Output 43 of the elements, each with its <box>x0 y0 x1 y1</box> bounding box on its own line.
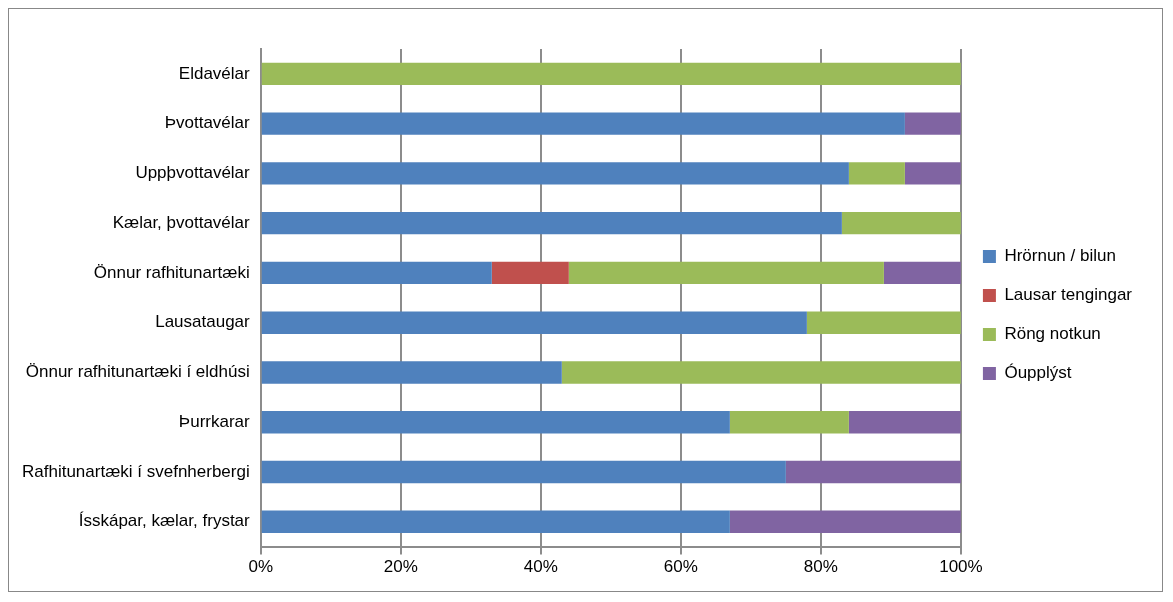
bar <box>261 62 961 86</box>
bar <box>561 361 961 384</box>
bar <box>568 261 884 285</box>
y-tick-label: Ísskápar, kælar, frystar <box>78 511 251 531</box>
bar <box>261 162 849 185</box>
y-tick-label: Lausataugar <box>155 312 251 332</box>
bar <box>806 311 961 334</box>
x-tick-label: 80% <box>803 557 838 577</box>
y-tick-label: Eldavélar <box>178 63 251 83</box>
bar <box>261 112 905 135</box>
y-tick-label: Önnur rafhitunartæki <box>93 262 250 282</box>
bar <box>261 311 807 334</box>
bar <box>841 211 961 235</box>
x-tick-label: 20% <box>383 557 418 577</box>
legend-label: Röng notkun <box>1004 324 1101 344</box>
bar <box>848 411 961 434</box>
x-tick-label: 40% <box>523 557 558 577</box>
bar <box>883 261 961 285</box>
bar <box>785 460 961 484</box>
bar <box>261 411 730 434</box>
y-tick-label: Kælar, þvottavélar <box>112 212 251 232</box>
bar <box>904 162 961 185</box>
y-tick-label: Þurrkarar <box>178 411 251 431</box>
bar <box>904 112 961 135</box>
x-tick-label: 0% <box>248 557 274 577</box>
y-tick-label: Önnur rafhitunartæki í eldhúsi <box>25 362 250 382</box>
bar <box>261 361 562 384</box>
y-tick-label: Þvottavélar <box>164 113 251 133</box>
legend-label: Óupplýst <box>1004 363 1072 383</box>
y-tick-label: Uppþvottavélar <box>135 163 251 183</box>
bar <box>261 460 786 484</box>
legend-label: Lausar tengingar <box>1004 285 1133 305</box>
y-tick-label: Rafhitunartæki í svefnherbergi <box>21 461 250 481</box>
bar <box>729 411 849 434</box>
bar <box>261 261 492 285</box>
bar <box>261 510 730 533</box>
bar <box>261 211 842 235</box>
bar <box>848 162 905 185</box>
bar <box>729 510 961 533</box>
legend-label: Hrörnun / bilun <box>1004 246 1116 266</box>
bar <box>491 261 569 285</box>
x-tick-label: 100% <box>939 557 983 577</box>
x-tick-label: 60% <box>663 557 698 577</box>
